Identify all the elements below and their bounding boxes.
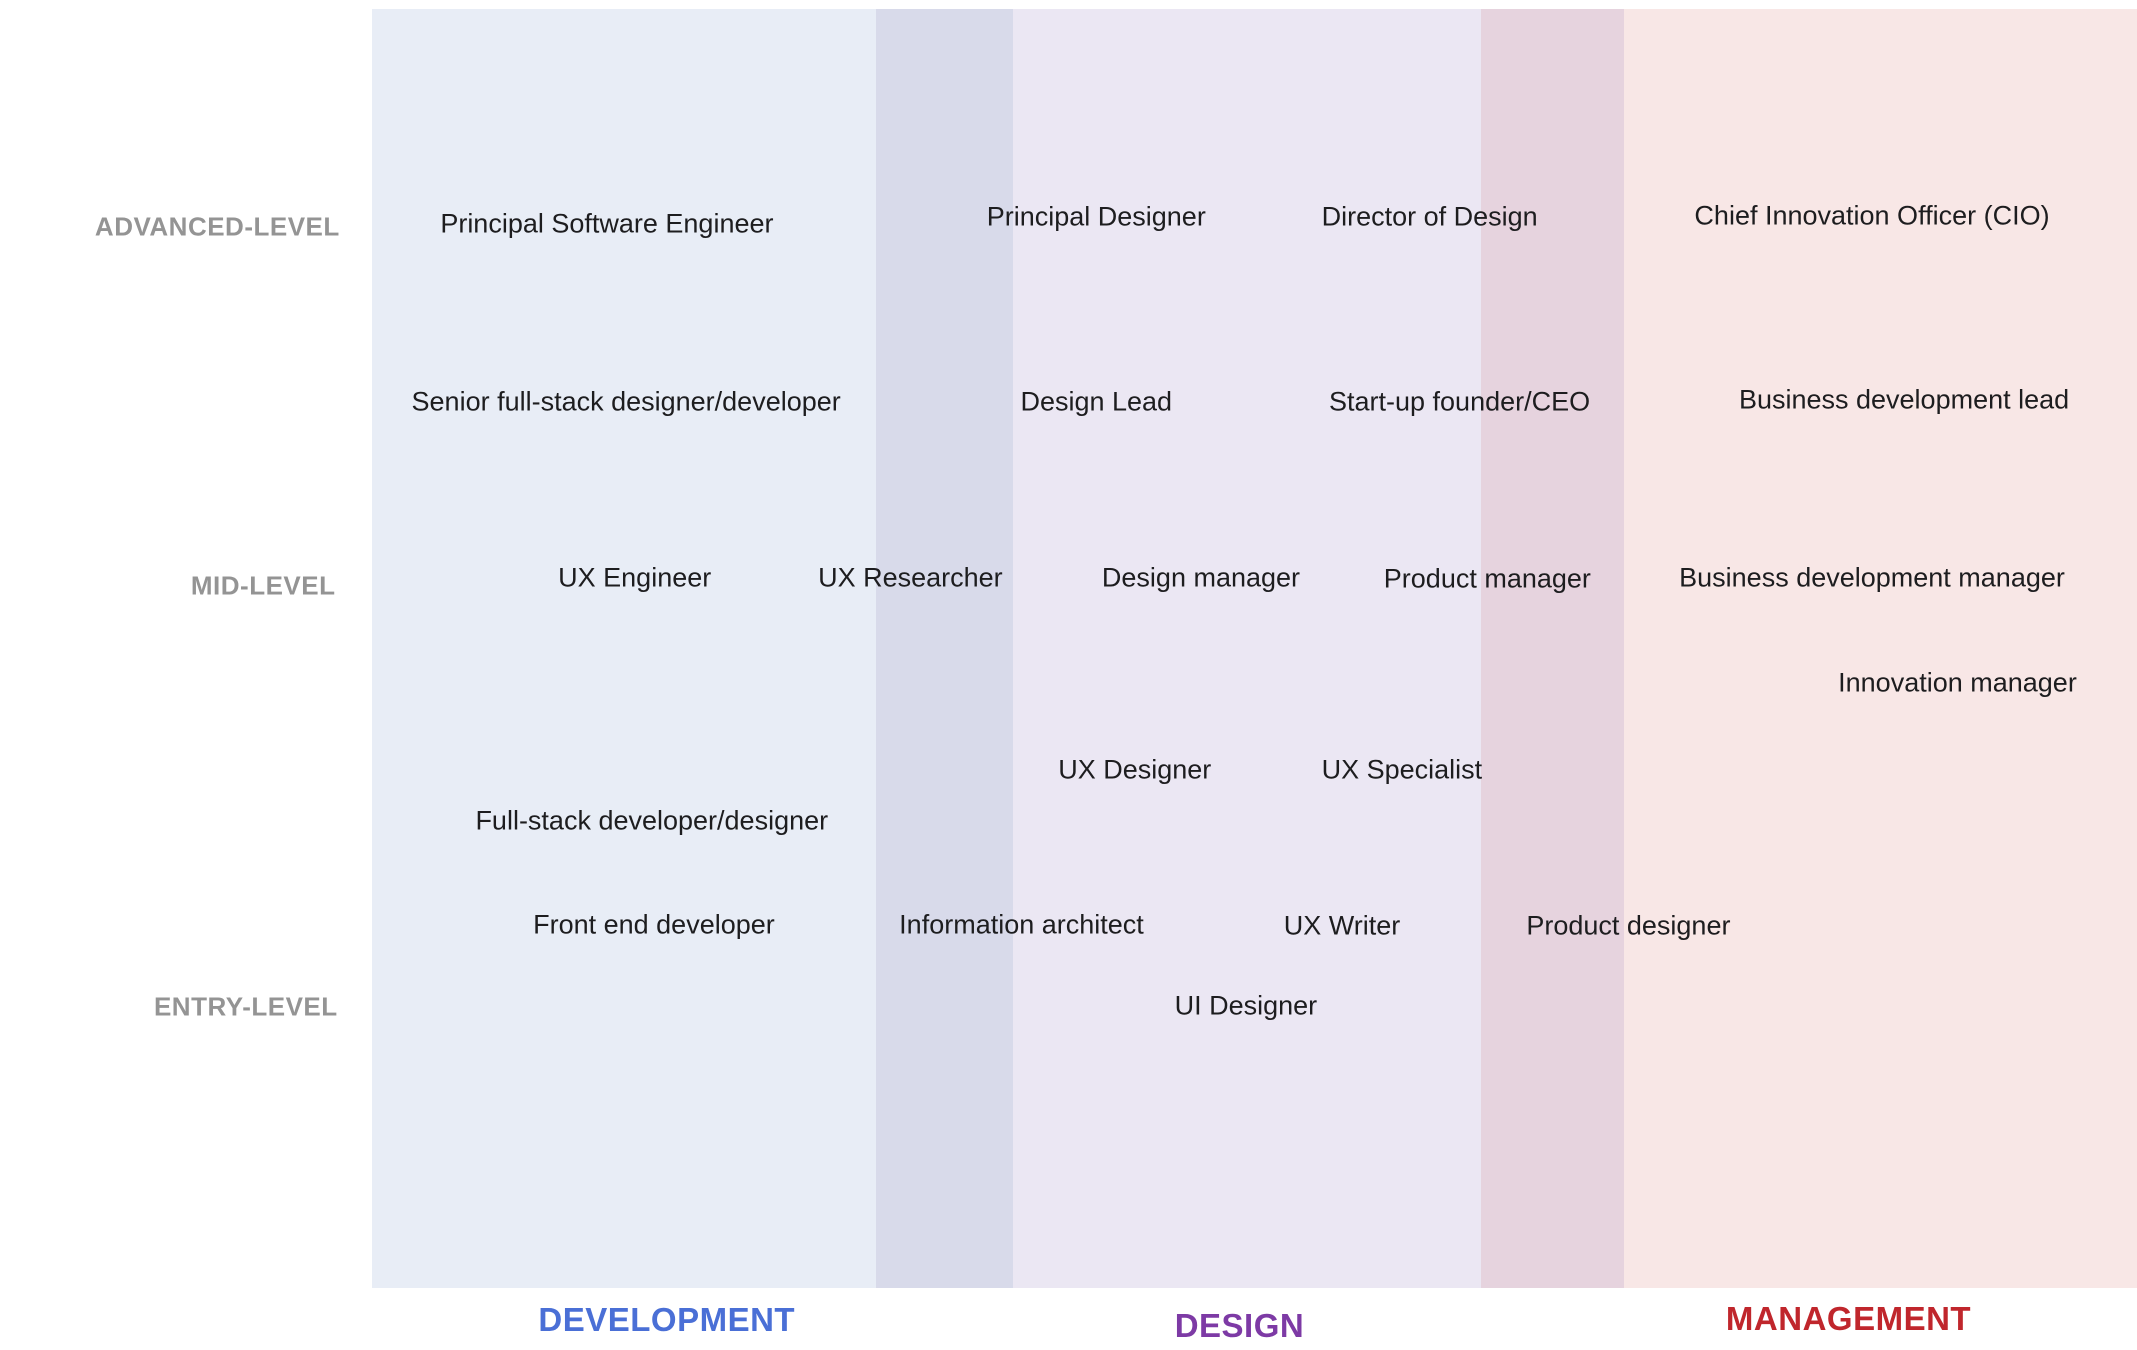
role-design-lead: Design Lead <box>1020 386 1173 417</box>
level-label-mid: MID-LEVEL <box>190 570 336 601</box>
role-chief-innovation-officer: Chief Innovation Officer (CIO) <box>1694 200 2050 231</box>
role-senior-full-stack-designer-developer: Senior full-stack designer/developer <box>411 386 841 417</box>
role-ux-researcher: UX Researcher <box>818 562 1003 593</box>
role-director-of-design: Director of Design <box>1321 201 1538 232</box>
role-ux-writer: UX Writer <box>1283 910 1401 941</box>
role-design-manager: Design manager <box>1101 562 1301 593</box>
role-front-end-developer: Front end developer <box>533 909 775 940</box>
role-principal-software-engineer: Principal Software Engineer <box>440 208 774 239</box>
role-information-architect: Information architect <box>899 909 1144 940</box>
role-full-stack-developer-designer: Full-stack developer/designer <box>475 805 829 836</box>
role-ux-designer: UX Designer <box>1058 754 1212 784</box>
role-ux-engineer: UX Engineer <box>558 562 712 593</box>
role-ux-specialist: UX Specialist <box>1321 754 1483 784</box>
role-business-development-lead: Business development lead <box>1738 384 2070 415</box>
role-product-designer: Product designer <box>1526 910 1731 941</box>
role-start-up-founder-ceo: Start-up founder/CEO <box>1328 386 1591 417</box>
role-innovation-manager: Innovation manager <box>1838 667 2077 698</box>
track-label-management: MANAGEMENT <box>1725 1299 1972 1337</box>
role-ui-designer: UI Designer <box>1174 990 1318 1021</box>
development-design-overlap-band <box>876 9 1013 1288</box>
management-band <box>1624 9 2137 1288</box>
design-management-overlap-band <box>1480 9 1625 1288</box>
track-label-design: DESIGN <box>1174 1306 1305 1344</box>
development-band <box>371 9 877 1288</box>
level-label-advanced: ADVANCED-LEVEL <box>94 211 340 242</box>
role-business-development-manager: Business development manager <box>1679 562 2065 593</box>
design-band <box>1012 9 1481 1288</box>
role-product-manager: Product manager <box>1383 563 1591 594</box>
level-label-entry: ENTRY-LEVEL <box>153 991 338 1022</box>
track-label-development: DEVELOPMENT <box>538 1301 796 1339</box>
role-principal-designer: Principal Designer <box>986 201 1206 232</box>
